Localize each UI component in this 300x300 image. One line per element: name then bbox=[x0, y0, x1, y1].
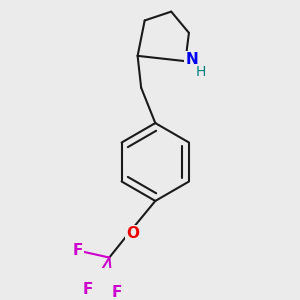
Text: N: N bbox=[185, 52, 198, 67]
Text: F: F bbox=[111, 285, 122, 300]
Text: F: F bbox=[83, 282, 93, 297]
Text: H: H bbox=[196, 65, 206, 79]
Text: F: F bbox=[72, 243, 82, 258]
Text: O: O bbox=[126, 226, 139, 241]
